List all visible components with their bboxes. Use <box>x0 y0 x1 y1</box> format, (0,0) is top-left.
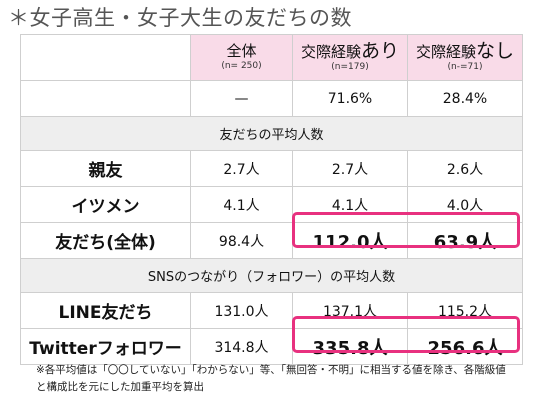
table-row: 親友 2.7人 2.7人 2.6人 <box>20 150 523 187</box>
highlight-box-friends <box>292 212 520 248</box>
header-without-suffix: なし <box>476 39 515 62</box>
friends-table: 全体 (n= 250) 交際経験あり (n=179) 交際経験なし (n-=71… <box>20 34 523 365</box>
header-with-prefix: 交際経験 <box>300 42 361 61</box>
section-title: 友だちの平均人数 <box>20 116 523 151</box>
header-total-n: (n= 250) <box>221 61 262 71</box>
highlighted-cell: 256.6人 <box>407 328 523 365</box>
row-label: Twitterフォロワー <box>20 328 191 365</box>
section-title: SNSのつながり（フォロワー）の平均人数 <box>20 258 523 293</box>
header-without-prefix: 交際経験 <box>415 42 476 61</box>
header-with-suffix: あり <box>361 39 400 62</box>
table-cell <box>20 80 191 117</box>
table-cell: 314.8人 <box>190 328 293 365</box>
header-blank-cell <box>20 34 191 81</box>
table-cell: 2.7人 <box>292 150 408 187</box>
table-row: LINE友だち 131.0人 137.1人 115.2人 <box>20 292 523 329</box>
table-cell: 98.4人 <box>190 222 293 259</box>
table-cell: 4.1人 <box>190 186 293 223</box>
section-header-row: SNSのつながり（フォロワー）の平均人数 <box>20 258 523 293</box>
row-label: 友だち(全体) <box>20 222 191 259</box>
table-row: Twitterフォロワー 314.8人 335.8人 256.6人 <box>20 328 523 365</box>
table-cell: 71.6% <box>292 80 408 117</box>
table-cell: 4.1人 <box>292 186 408 223</box>
experience-ratio-row: — 71.6% 28.4% <box>20 80 523 117</box>
table-cell: 4.0人 <box>407 186 523 223</box>
table-cell: 2.6人 <box>407 150 523 187</box>
table-cell: 115.2人 <box>407 292 523 329</box>
table-cell: — <box>190 80 293 117</box>
row-label: 親友 <box>20 150 191 187</box>
table-cell: 28.4% <box>407 80 523 117</box>
header-total: 全体 (n= 250) <box>190 34 293 81</box>
page-title: ＊女子高生・女子大生の友だちの数 <box>8 6 352 30</box>
table-cell: 131.0人 <box>190 292 293 329</box>
header-row: 全体 (n= 250) 交際経験あり (n=179) 交際経験なし (n-=71… <box>20 34 523 81</box>
row-label: LINE友だち <box>20 292 191 329</box>
table-cell: 2.7人 <box>190 150 293 187</box>
row-label: イツメン <box>20 186 191 223</box>
header-without-experience: 交際経験なし (n-=71) <box>407 34 523 81</box>
header-total-label: 全体 <box>226 42 257 60</box>
header-with-experience: 交際経験あり (n=179) <box>292 34 408 81</box>
section-header-row: 友だちの平均人数 <box>20 116 523 151</box>
table-row: 友だち(全体) 98.4人 112.0人 63.9人 <box>20 222 523 259</box>
highlight-box-twitter <box>292 316 520 353</box>
footnote: ※各平均値は「〇〇していない」「わからない」等、「無回答・不明」に相当する値を除… <box>36 364 506 393</box>
header-with-n: (n=179) <box>331 61 369 72</box>
header-without-n: (n-=71) <box>447 61 483 72</box>
highlighted-cell: 112.0人 <box>292 222 408 259</box>
table-cell: 137.1人 <box>292 292 408 329</box>
